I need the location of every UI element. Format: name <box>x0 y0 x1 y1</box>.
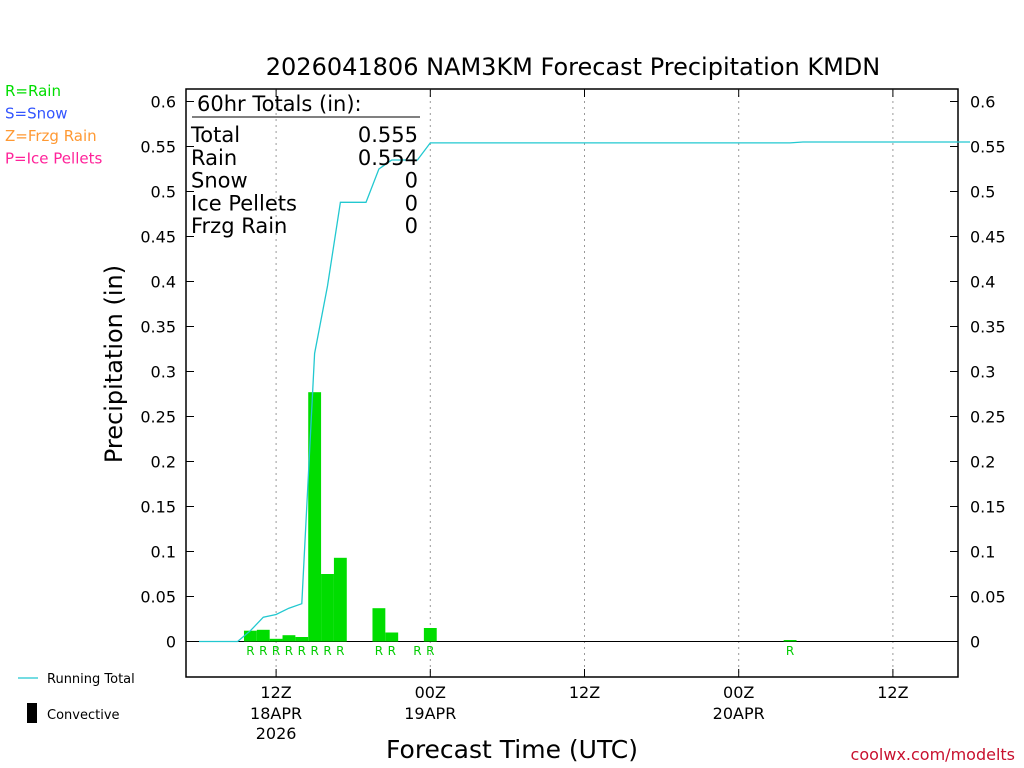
y-tick-label-right: 0.3 <box>970 363 995 382</box>
y-tick-label-right: 0.35 <box>970 318 1006 337</box>
y-tick-label-right: 0.55 <box>970 138 1006 157</box>
convective-legend-swatch <box>27 703 37 723</box>
y-tick-label-left: 0.1 <box>151 543 176 562</box>
precip-bar <box>783 640 797 642</box>
precip-type-label: R <box>310 644 318 658</box>
x-tick-label: 12Z <box>877 683 908 702</box>
precip-type-label: R <box>298 644 306 658</box>
y-tick-label-left: 0.4 <box>151 273 176 292</box>
precip-type-label: R <box>285 644 293 658</box>
x-tick-label: 00Z <box>723 683 754 702</box>
y-tick-label-right: 0.6 <box>970 93 995 112</box>
precip-type-label: R <box>426 644 434 658</box>
totals-row-label: Ice Pellets <box>191 191 297 215</box>
y-tick-label-left: 0.3 <box>151 363 176 382</box>
axis-ticks: 0.6 0.6 0.55 0.55 0.5 0.5 0.45 0.45 0.4 0.4 0.35 0.… <box>140 89 1006 743</box>
y-tick-label-left: 0.55 <box>140 138 176 157</box>
totals-box: 60hr Totals (in): Total 0.555 Rain 0.554 Sno… <box>190 92 420 238</box>
totals-row-label: Total <box>190 123 240 147</box>
precip-bar <box>269 638 283 642</box>
precip-type-label: R <box>375 644 383 658</box>
precip-type-label: R <box>272 644 280 658</box>
totals-row-value: 0.555 <box>358 123 418 147</box>
precip-bar <box>385 632 399 642</box>
precip-bar <box>282 635 296 642</box>
y-tick-label-left: 0.2 <box>151 453 176 472</box>
y-tick-label-left: 0.5 <box>151 183 176 202</box>
totals-row-label: Rain <box>191 146 237 170</box>
precip-type-label: R <box>336 644 344 658</box>
precip-type-label: R <box>413 644 421 658</box>
y-tick-label-left: 0.25 <box>140 408 176 427</box>
totals-row-value: 0 <box>405 214 418 238</box>
y-tick-label-left: 0.15 <box>140 498 176 517</box>
y-tick-label-right: 0.45 <box>970 228 1006 247</box>
precip-bar <box>321 574 334 642</box>
y-tick-label-right: 0.4 <box>970 273 995 292</box>
precip-bar <box>308 392 322 642</box>
x-tick-date: 18APR <box>250 704 302 723</box>
x-tick-year: 2026 <box>256 724 297 743</box>
precip-type-label: R <box>323 644 331 658</box>
vertical-gridlines <box>275 89 894 677</box>
plot-frame <box>185 88 959 678</box>
totals-row-value: 0 <box>405 191 418 215</box>
x-tick-label: 12Z <box>569 683 600 702</box>
x-tick-date: 19APR <box>404 704 456 723</box>
y-tick-label-right: 0 <box>970 633 980 652</box>
totals-row-label: Frzg Rain <box>191 214 287 238</box>
y-tick-label-left: 0 <box>166 633 176 652</box>
y-tick-label-right: 0.05 <box>970 588 1006 607</box>
y-tick-label-right: 0.5 <box>970 183 995 202</box>
precip-bar <box>333 557 347 642</box>
totals-row-label: Snow <box>191 169 248 193</box>
type-legend-item: S=Snow <box>5 105 68 123</box>
y-axis-label: Precipitation (in) <box>100 265 128 463</box>
totals-header: 60hr Totals (in): <box>197 92 362 116</box>
type-legend-item: R=Rain <box>5 82 61 100</box>
x-axis-label: Forecast Time (UTC) <box>386 735 638 764</box>
x-tick-label: 00Z <box>415 683 446 702</box>
y-tick-label-left: 0.6 <box>151 93 176 112</box>
y-tick-label-left: 0.35 <box>140 318 176 337</box>
totals-row-value: 0.554 <box>358 146 418 170</box>
precip-type-label: R <box>259 644 267 658</box>
precip-type-legend: R=Rain S=Snow Z=Frzg Rain P=Ice Pellets <box>5 82 102 168</box>
y-tick-label-left: 0.05 <box>140 588 176 607</box>
precip-bar <box>295 637 309 642</box>
convective-legend-label: Convective <box>47 708 120 723</box>
x-tick-label: 12Z <box>260 683 291 702</box>
precip-type-label: R <box>246 644 254 658</box>
precip-bars <box>243 392 797 642</box>
type-legend-item: Z=Frzg Rain <box>5 127 97 145</box>
y-tick-label-right: 0.25 <box>970 408 1006 427</box>
precip-bar <box>256 629 270 642</box>
y-tick-label-right: 0.15 <box>970 498 1006 517</box>
running-total-legend-label: Running Total <box>47 672 135 687</box>
precip-type-label: R <box>786 644 794 658</box>
x-tick-date: 20APR <box>713 704 765 723</box>
precip-bar <box>423 628 437 642</box>
y-tick-label-right: 0.2 <box>970 453 995 472</box>
totals-row-value: 0 <box>405 169 418 193</box>
precip-bar <box>372 608 386 642</box>
chart-title: 2026041806 NAM3KM Forecast Precipitation… <box>266 53 880 81</box>
precip-type-label: R <box>388 644 396 658</box>
y-tick-label-left: 0.45 <box>140 228 176 247</box>
precip-bar <box>243 630 257 642</box>
running-total-line <box>199 141 970 643</box>
type-legend-item: P=Ice Pellets <box>5 150 102 168</box>
y-tick-label-right: 0.1 <box>970 543 995 562</box>
site-credit: coolwx.com/modelts <box>851 745 1015 764</box>
